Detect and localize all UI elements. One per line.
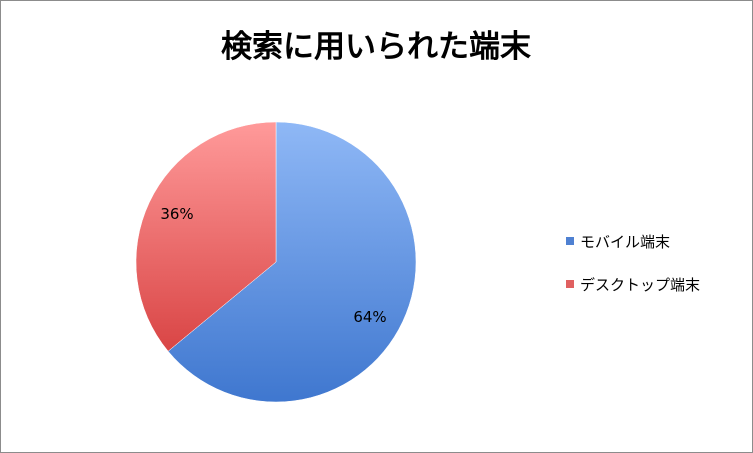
legend-label-desktop: デスクトップ端末 — [580, 276, 700, 294]
pie-slices — [135, 121, 417, 403]
data-label-mobile: 64% — [353, 308, 386, 326]
pie-slice-mobile — [167, 121, 417, 403]
data-label-desktop: 36% — [160, 205, 193, 223]
legend-swatch-desktop — [566, 280, 574, 288]
legend-label-mobile: モバイル端末 — [580, 233, 670, 251]
pie-slice-desktop — [135, 121, 277, 352]
legend: モバイル端末 デスクトップ端末 — [566, 233, 700, 294]
chart-title: 検索に用いられた端末 — [221, 29, 531, 65]
legend-swatch-mobile — [566, 237, 574, 245]
